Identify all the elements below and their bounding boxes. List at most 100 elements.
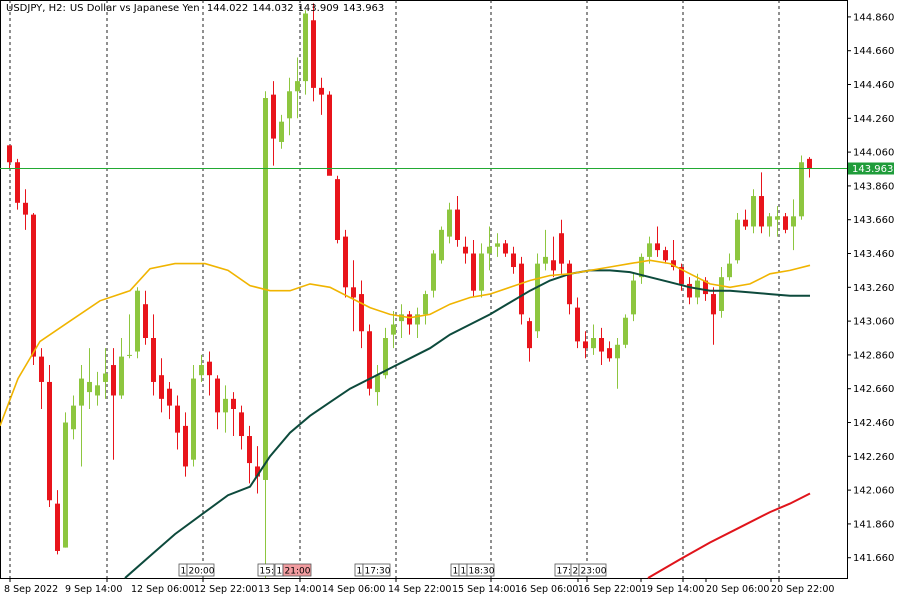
candle [31,212,36,366]
candle-body [735,219,740,261]
candle-body [359,294,364,332]
time-tick-label: 16 Sep 06:00 [515,584,578,595]
candle-body [663,250,668,261]
candle [759,172,764,234]
candle-body [31,214,36,357]
candle-body [247,436,252,464]
candle-body [543,256,548,264]
candle-body [303,13,308,82]
candle-body [271,94,276,139]
candle [543,229,548,271]
time-axis: 8 Sep 2022 9 Sep 14:00 12 Sep 06:00 12 Sep … [4,578,834,595]
candle-body [447,209,452,237]
price-tick-label: 142.060 [853,486,894,497]
time-marker-label: 1 [453,567,459,577]
candle [791,199,796,251]
candle [399,304,404,339]
candle [71,395,76,440]
candle [487,226,492,271]
candle [599,327,604,366]
time-marker: 17: [554,563,572,577]
candle-body [55,503,60,551]
candle [327,91,332,176]
price-tick-label: 143.060 [853,317,894,328]
candle-body [327,94,332,176]
candle [455,196,460,247]
candle-body [167,388,172,406]
candle-body [431,253,436,291]
time-marker-label: 15: [260,567,274,577]
candle-body [71,405,76,430]
candle [303,10,308,95]
symbol-label: USDJPY, H2: [6,3,66,14]
price-tick-label: 142.460 [853,418,894,429]
time-marker-label: 20:00 [189,567,215,577]
candle-body [551,260,556,271]
candle-body [463,246,468,254]
candle [295,57,300,119]
candle [263,91,268,578]
price-tick-label: 141.860 [853,519,894,530]
candle-body [719,277,724,311]
candle-body [767,216,772,227]
candle-body [23,202,28,215]
candle [655,226,660,257]
candle-body [743,219,748,227]
candle [63,412,68,548]
time-tick-label: 13 Sep 14:00 [258,584,321,595]
candle [359,280,364,349]
candle-body [79,378,84,406]
candle [111,348,116,460]
time-marker: 1 [274,563,284,577]
candle-body [15,162,20,203]
time-marker-box [362,563,391,577]
candle-body [159,375,164,399]
candle [615,338,620,389]
time-marker-box [578,563,607,577]
candle-body [119,356,124,396]
time-marker-label: 1 [277,567,283,577]
time-marker-box [186,563,215,577]
candle-body [671,260,676,268]
candle-body [791,216,796,227]
candle-body [455,209,460,240]
candle [479,243,484,298]
candle [207,351,212,396]
candle [287,77,292,136]
candle [191,365,196,467]
time-marker-label: 21:00 [285,567,311,577]
candle [463,236,468,264]
candle [423,290,428,325]
time-marker: 20:00 [186,563,215,577]
time-tick-label: 19 Sep 14:00 [641,584,704,595]
candle-body [399,314,404,322]
candle [663,246,668,264]
candle [319,77,324,115]
time-tick-label: 9 Sep 14:00 [65,584,122,595]
candle [215,375,220,430]
candle [167,381,172,420]
current-price-tag-bg [848,162,894,175]
time-tick-label: 20 Sep 22:00 [771,584,834,595]
candle-body [343,236,348,288]
candle-body [367,331,372,389]
candle-body [711,294,716,315]
candle [639,253,644,284]
candle-body [703,280,708,295]
candle-body [127,354,132,356]
chart-header: USDJPY, H2: US Dollar vs Japanese Yen 144… [6,3,388,14]
candle [775,206,780,237]
candle-body [199,365,204,376]
candle [471,239,476,298]
candle-body [487,246,492,254]
candle-body [519,263,524,315]
candle-body [135,290,140,352]
candle [135,287,140,359]
candle-body [375,375,380,393]
candle [727,253,732,281]
candle-body [799,162,804,217]
candle [39,348,44,409]
candle-body [383,338,388,376]
price-tick-label: 143.660 [853,215,894,226]
